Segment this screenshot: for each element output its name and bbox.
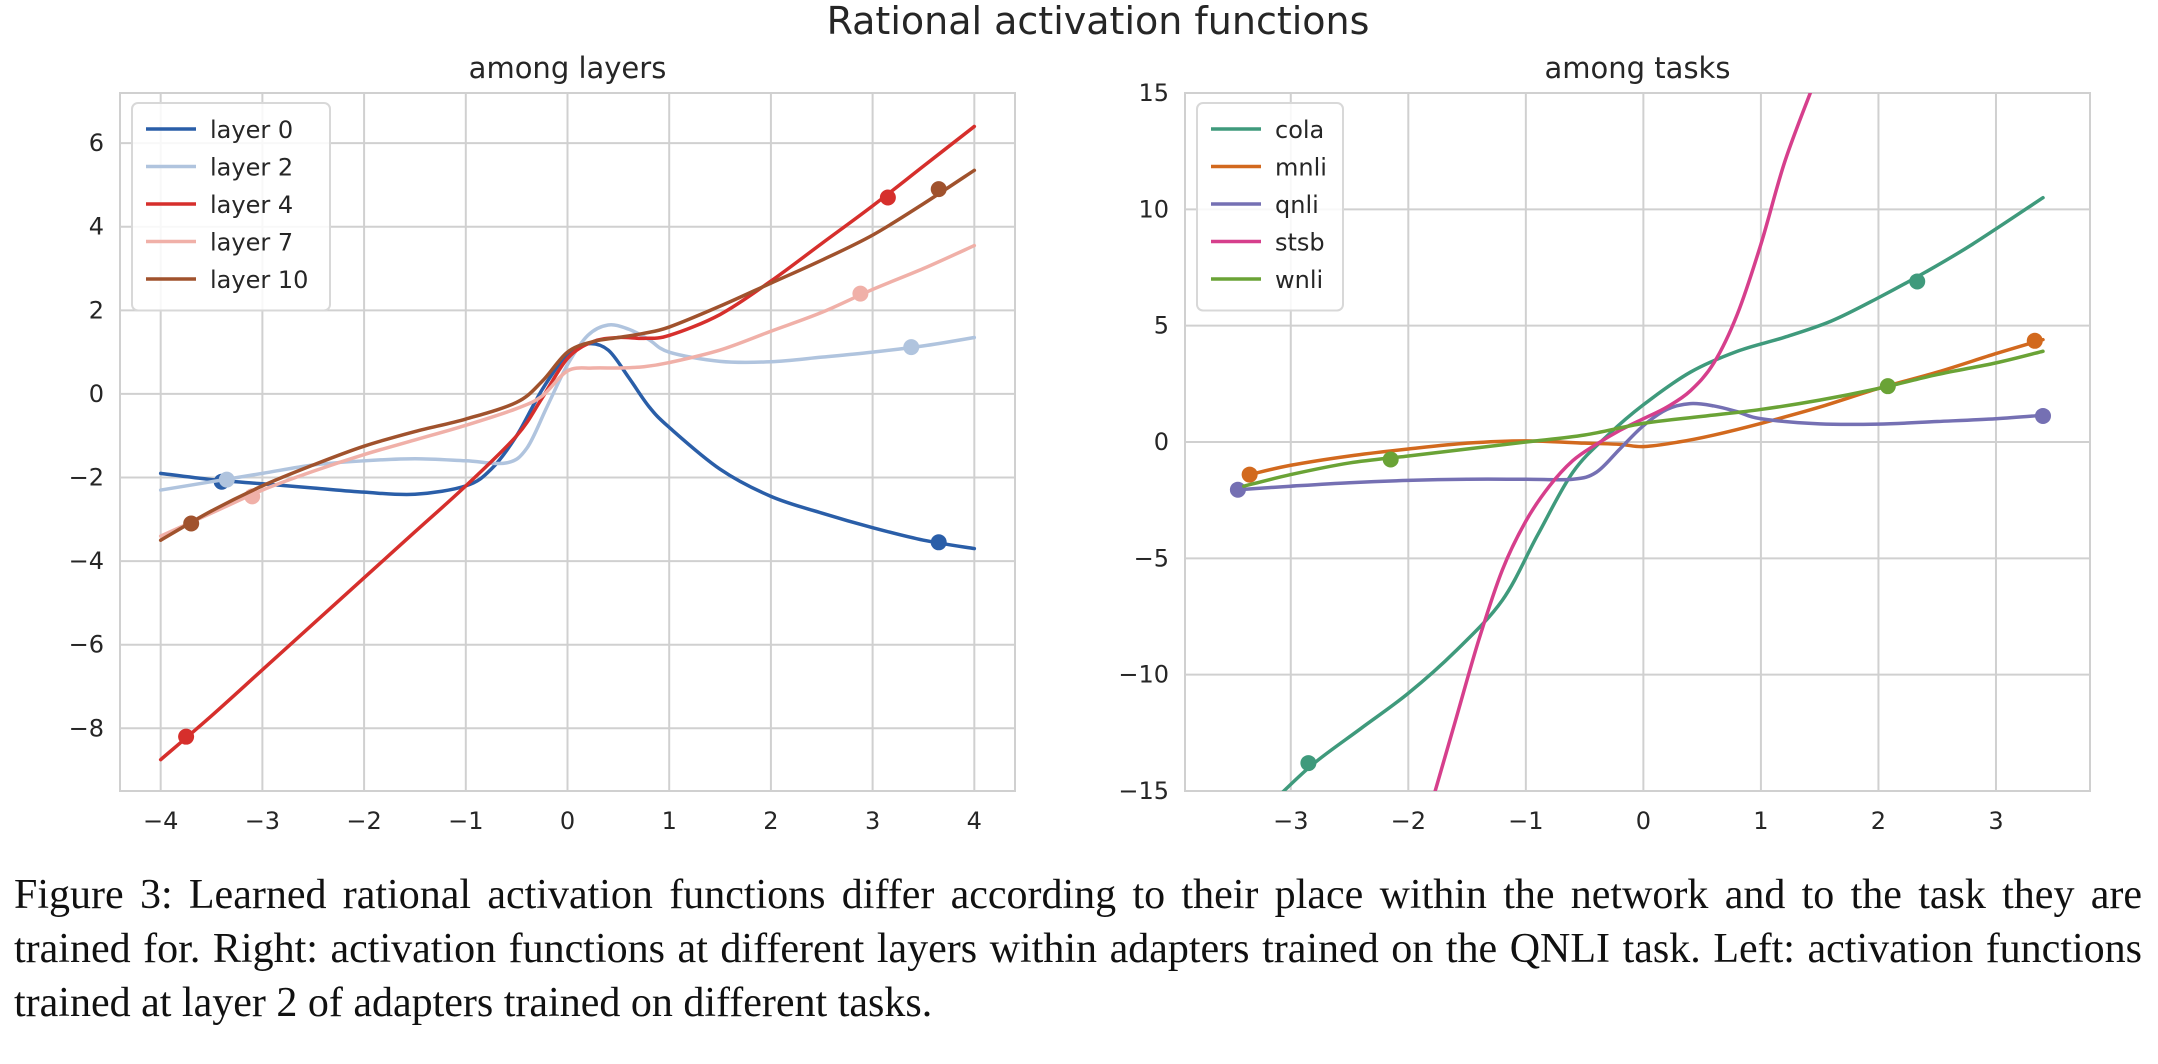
legend-label: wnli: [1275, 266, 1323, 294]
y-tick-label: 0: [1154, 428, 1169, 456]
y-tick-label: −10: [1118, 661, 1169, 689]
x-tick-label: −2: [1391, 807, 1426, 835]
x-tick-label: −1: [1508, 807, 1543, 835]
series-line-stsb: [1433, 93, 1813, 791]
series-layer: [1229, 93, 2051, 791]
series-line-qnli: [1236, 401, 2045, 492]
x-tick-label: 0: [1636, 807, 1651, 835]
legend-label: qnli: [1275, 191, 1319, 219]
y-tick-label: −8: [69, 714, 104, 742]
x-tick-label: 4: [967, 807, 982, 835]
y-tick-label: −6: [69, 631, 104, 659]
series-marker-cola: [1300, 755, 1317, 772]
legend-label: layer 4: [210, 191, 293, 219]
series-marker-layer-10: [930, 181, 947, 198]
series-marker-layer-2: [218, 471, 235, 488]
series-line-layer-7: [158, 243, 977, 538]
series-marker-qnli: [2034, 407, 2051, 424]
series-marker-layer-2: [903, 339, 920, 356]
series-marker-mnli: [2026, 332, 2043, 349]
legend: layer 0 layer 2 layer 4 layer 7 layer 10: [131, 102, 331, 312]
x-tick-label: −3: [1273, 807, 1308, 835]
series-marker-layer-10: [183, 515, 200, 532]
y-tick-label: −5: [1134, 544, 1169, 572]
legend-frame: [1196, 102, 1344, 312]
series-line-layer-4: [158, 124, 977, 762]
y-tick-label: −4: [69, 547, 104, 575]
y-tick-label: 10: [1138, 195, 1169, 223]
x-tick-label: 1: [1753, 807, 1768, 835]
x-tick-label: 2: [1871, 807, 1886, 835]
y-tick-label: 5: [1154, 312, 1169, 340]
x-tick-label: −3: [245, 807, 280, 835]
plot-frame: [1184, 92, 2091, 792]
legend-label: layer 7: [210, 229, 293, 257]
axes-title: among layers: [469, 51, 667, 85]
x-tick-label: 1: [662, 807, 677, 835]
y-tick-label: −2: [69, 464, 104, 492]
series-marker-layer-4: [879, 189, 896, 206]
y-tick-label: 4: [89, 213, 104, 241]
y-tick-label: 6: [89, 129, 104, 157]
legend-frame: [131, 102, 331, 312]
series-marker-cola: [1909, 273, 1926, 290]
y-tick-label: 2: [89, 296, 104, 324]
x-tick-label: 3: [865, 807, 880, 835]
series-line-wnli: [1242, 349, 2045, 488]
x-tick-label: −1: [448, 807, 483, 835]
y-tick-label: 0: [89, 380, 104, 408]
legend-label: stsb: [1275, 229, 1325, 257]
x-tick-label: 0: [560, 807, 575, 835]
legend-label: cola: [1275, 116, 1324, 144]
series-marker-layer-7: [852, 285, 869, 302]
legend-label: layer 10: [210, 266, 308, 294]
legend-label: layer 0: [210, 116, 293, 144]
series-marker-wnli: [1382, 451, 1399, 468]
series-line-cola: [1281, 195, 2045, 791]
legend: cola mnli qnli stsb wnli: [1196, 102, 1344, 312]
x-tick-label: −2: [346, 807, 381, 835]
series-layer: [158, 124, 977, 762]
figure-caption: Figure 3: Learned rational activation fu…: [14, 872, 2142, 1026]
series-line-layer-10: [158, 168, 977, 542]
axes-title: among tasks: [1545, 51, 1731, 85]
legend-label: layer 2: [210, 154, 293, 182]
series-marker-mnli: [1241, 466, 1258, 483]
x-tick-label: −4: [143, 807, 178, 835]
chart-panel-among-layers: −4 −3 −2 −1 0 1 2 3 4 −8 −6 −4 −2 0 2 4 6 among layers lay…: [69, 51, 1016, 835]
legend-label: mnli: [1275, 154, 1327, 182]
x-tick-label: 3: [1988, 807, 2003, 835]
y-tick-label: 15: [1138, 79, 1169, 107]
x-tick-label: 2: [763, 807, 778, 835]
series-marker-wnli: [1879, 378, 1896, 395]
figure-suptitle: Rational activation functions: [827, 0, 1370, 43]
plot-frame: [119, 92, 1016, 792]
y-tick-label: −15: [1118, 777, 1169, 805]
series-marker-qnli: [1229, 481, 1246, 498]
series-marker-layer-0: [930, 534, 947, 551]
series-marker-layer-4: [178, 728, 195, 745]
